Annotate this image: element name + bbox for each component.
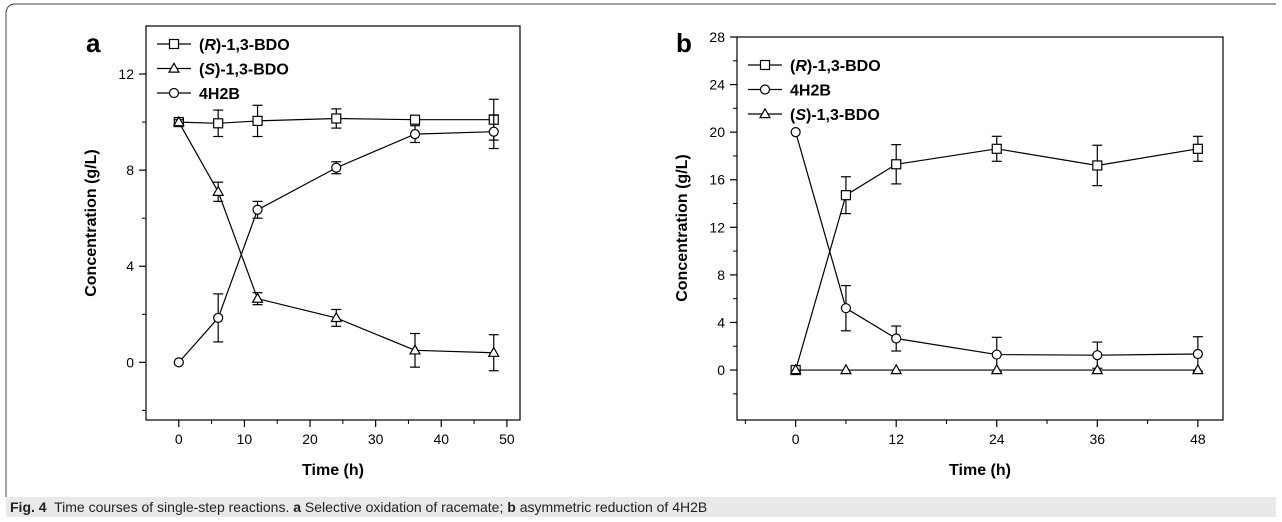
legend-label: (S)-1,3-BDO [199,62,289,79]
data-point [409,114,421,125]
panel-label: b [676,28,692,58]
x-tick-label: 20 [302,431,318,447]
legend-marker [759,84,771,95]
data-point [213,118,224,129]
data-point [213,312,224,323]
y-tick-label: 20 [709,124,725,140]
legend-marker [168,38,180,50]
legend-label: (R)-1,3-BDO [790,58,881,75]
plot-area-border [736,36,1224,421]
y-tick-label: 16 [709,172,725,188]
caption-fig-label: Fig. 4 [10,499,47,515]
series-square [790,135,1203,376]
y-tick-label: 0 [717,362,725,378]
series-line [178,131,494,363]
data-point [409,343,421,355]
legend-label: 4H2B [790,83,831,100]
data-point [1092,160,1103,171]
data-point [1192,348,1203,360]
y-tick-label: 4 [717,314,725,330]
series-line [795,131,1198,356]
data-point [331,113,342,124]
data-point [331,162,342,173]
series-triangle [172,115,500,372]
legend-marker [759,107,771,119]
caption-a-text: Selective oxidation of racemate; [304,499,504,515]
y-tick-label: 12 [118,66,134,82]
x-tick-label: 0 [792,431,800,447]
y-tick-label: 12 [709,219,725,235]
series-triangle [789,363,1204,375]
data-point [251,292,264,303]
y-tick-label: 24 [709,77,725,93]
y-tick-label: 4 [126,258,134,274]
data-point [330,311,343,323]
legend-marker [168,62,180,73]
caption-b-label: b [507,499,516,515]
data-point [173,357,184,368]
figure-caption: Fig. 4 Time courses of single-step react… [6,497,1276,517]
y-axis-label: Concentration (g/L) [83,149,100,297]
x-axis-label: Time (h) [949,462,1011,479]
data-point [891,159,902,170]
legend-marker [168,87,180,99]
data-point [212,185,225,196]
data-point [990,363,1003,375]
x-tick-label: 40 [433,431,449,447]
legend-label: (S)-1,3-BDO [790,107,880,124]
series-circle [173,114,499,368]
data-point [488,126,499,137]
y-axis-label: Concentration (g/L) [674,154,691,302]
plot-area-border [145,25,521,421]
x-axis-label: Time (h) [302,462,364,479]
legend-label: (R)-1,3-BDO [199,37,290,54]
series-line [178,121,494,354]
data-point [252,115,263,126]
series-circle [790,127,1203,373]
data-point [790,127,801,138]
y-tick-label: 8 [717,267,725,283]
data-point [840,303,852,314]
caption-text: Time courses of single-step reactions. [54,499,290,515]
x-tick-label: 30 [368,431,384,447]
x-tick-label: 50 [499,431,515,447]
data-point [991,349,1002,360]
y-tick-label: 28 [709,29,725,45]
panel-label: a [86,28,101,58]
caption-a-label: a [293,499,302,515]
series-line [178,117,494,124]
frame-border [5,3,1276,497]
y-tick-label: 8 [126,162,134,178]
x-tick-label: 12 [888,431,904,447]
data-point [172,115,185,127]
series-line [795,148,1198,371]
data-point [487,346,500,357]
series-square [173,98,499,141]
data-point [1192,143,1203,154]
data-point [991,143,1002,154]
x-tick-label: 10 [237,431,253,447]
x-tick-label: 24 [989,431,1005,447]
legend-marker [759,59,771,71]
x-tick-label: 48 [1190,431,1206,447]
x-tick-label: 0 [175,431,183,447]
data-point [891,333,902,344]
legend-label: 4H2B [199,86,240,103]
data-point [840,190,852,201]
data-point [1092,350,1103,361]
data-point [1191,363,1204,375]
caption-b-text: asymmetric reduction of 4H2B [519,499,708,515]
x-tick-label: 36 [1090,431,1106,447]
data-point [409,129,421,140]
data-point [1091,363,1104,375]
chart-panel-a: a 0 10 20 30 40 50 0 4 8 12 Time (h) Concentration (… [83,25,521,479]
data-point [252,204,263,215]
data-point [839,363,852,375]
data-point [890,363,903,375]
y-tick-label: 0 [126,354,134,370]
data-point [789,363,802,375]
